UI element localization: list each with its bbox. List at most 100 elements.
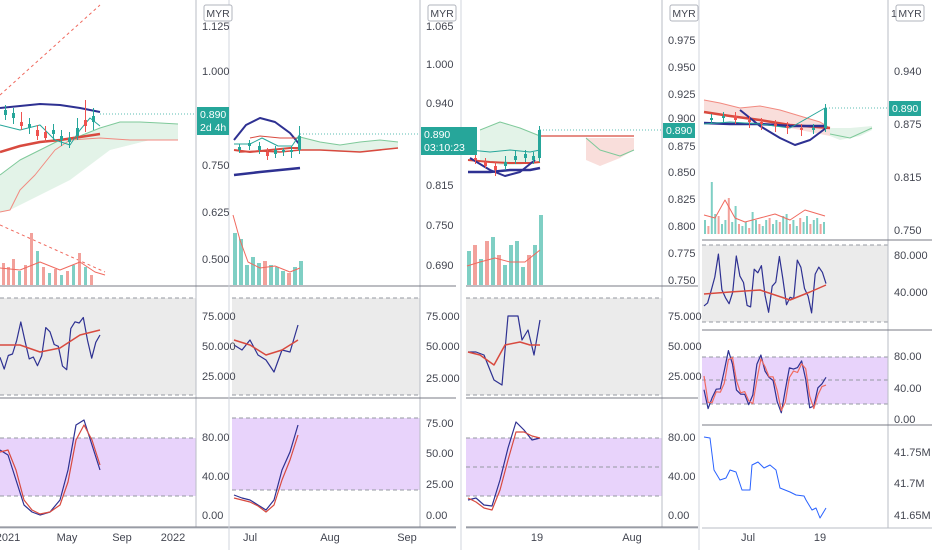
volume-bar	[239, 239, 243, 285]
volume-bar	[60, 275, 63, 285]
currency-badge-box	[669, 4, 699, 22]
volume-bar	[2, 263, 5, 285]
stoch-k-line	[703, 350, 827, 414]
last-price-value: 0.890	[892, 103, 918, 115]
candle-body	[76, 128, 79, 136]
currency-badge[interactable]: MYR	[669, 4, 699, 22]
volume-bar	[485, 241, 489, 285]
volume-bar	[714, 214, 717, 234]
currency-badge[interactable]: MYR	[203, 4, 233, 22]
volume-ma	[703, 199, 826, 223]
stoch-tick-label: 0.00	[202, 510, 223, 522]
volume-bar	[281, 271, 285, 285]
volume-bar	[707, 226, 710, 234]
price-tick-label: 1.125	[202, 21, 230, 33]
time-axis-label: 19	[814, 532, 826, 544]
trend-line[interactable]	[0, 4, 101, 96]
cloud-span-a-future	[585, 137, 635, 157]
volume-bar	[275, 267, 279, 285]
volume-bar	[24, 265, 27, 285]
stoch-k-line	[467, 421, 541, 507]
price-tick-label: 0.875	[668, 141, 696, 153]
currency-label: MYR	[430, 8, 454, 20]
volume-bar	[7, 267, 10, 285]
volume-bar	[768, 218, 771, 234]
indicator-band-background	[466, 298, 662, 395]
rsi-signal-line	[233, 339, 299, 356]
cloud-span-a-future	[829, 127, 873, 139]
last-price-badge: 0.890	[889, 101, 921, 116]
candle-body	[760, 122, 763, 124]
trend-line[interactable]	[0, 224, 106, 273]
volume-ma	[0, 261, 106, 276]
stoch-tick-label: 80.00	[668, 432, 696, 444]
rsi-tick-label: 40.000	[894, 287, 928, 299]
candle-body	[774, 124, 777, 126]
rsi-line	[0, 316, 101, 371]
stoch-tick-label: 50.00	[426, 448, 454, 460]
cloud-span-a	[299, 136, 399, 146]
candle-body	[824, 108, 827, 128]
indicator-band-background	[0, 438, 196, 496]
price-tick-label: 0.625	[202, 207, 230, 219]
currency-badge[interactable]: MYR	[895, 4, 925, 22]
volume-bar	[704, 220, 706, 234]
currency-label: MYR	[898, 8, 922, 20]
volume-bar	[751, 212, 754, 234]
stoch-tick-label: 0.00	[894, 414, 915, 426]
volume-bar	[521, 267, 525, 285]
candle-body	[538, 130, 541, 158]
candle-body	[298, 136, 301, 150]
cloud-span-b	[703, 99, 831, 129]
stoch-tick-label: 0.00	[426, 510, 447, 522]
stoch-tick-label: 40.00	[668, 471, 696, 483]
volume-bar	[251, 257, 255, 285]
price-line	[469, 149, 541, 153]
price-tick-label: 1.000	[426, 59, 454, 71]
stoch-d-line	[233, 434, 299, 513]
volume-bar	[816, 218, 819, 234]
candle-body	[258, 146, 261, 150]
price-tick-label: 0.750	[202, 160, 230, 172]
volume-bar	[78, 253, 81, 285]
volume-bar	[717, 216, 720, 234]
volume-bar	[789, 224, 791, 234]
candle-body	[812, 128, 815, 130]
volume-bar	[734, 206, 737, 234]
rsi-signal-line	[0, 329, 101, 353]
moving-average-red	[233, 147, 300, 153]
price-tick-label: 0.875	[894, 119, 922, 131]
obv-tick-label: 41.65M	[894, 510, 931, 522]
volume-bar	[741, 226, 744, 234]
price-tick-label: 0.750	[426, 220, 454, 232]
price-tick-label: 0.850	[668, 167, 696, 179]
volume-bar	[515, 241, 519, 285]
candle-body	[504, 162, 507, 166]
stoch-d-line	[467, 431, 541, 511]
rsi-line	[468, 315, 541, 386]
price-tick-label: 1.000	[202, 66, 230, 78]
last-price-badge: 0.890	[663, 123, 695, 138]
volume-bar	[755, 220, 757, 234]
currency-label: MYR	[206, 8, 230, 20]
currency-badge[interactable]: MYR	[427, 4, 457, 22]
volume-bar	[823, 222, 825, 234]
volume-bar	[12, 259, 15, 285]
rsi-tick-label: 50.000	[202, 341, 236, 353]
candle-body	[266, 152, 269, 156]
volume-bar	[509, 245, 513, 285]
stoch-tick-label: 40.00	[894, 383, 922, 395]
time-axis-label: Aug	[622, 532, 642, 544]
volume-bar	[527, 255, 531, 285]
volume-bar	[18, 271, 21, 285]
candle-body	[4, 110, 7, 115]
candle-body	[274, 150, 277, 154]
price-tick-label: 0.775	[668, 248, 696, 260]
obv-tick-label: 41.7M	[894, 478, 925, 490]
volume-bar	[467, 251, 471, 285]
volume-bar	[806, 216, 808, 234]
rsi-tick-label: 25.000	[668, 371, 702, 383]
candle-body	[282, 150, 285, 152]
stoch-tick-label: 25.00	[426, 479, 454, 491]
